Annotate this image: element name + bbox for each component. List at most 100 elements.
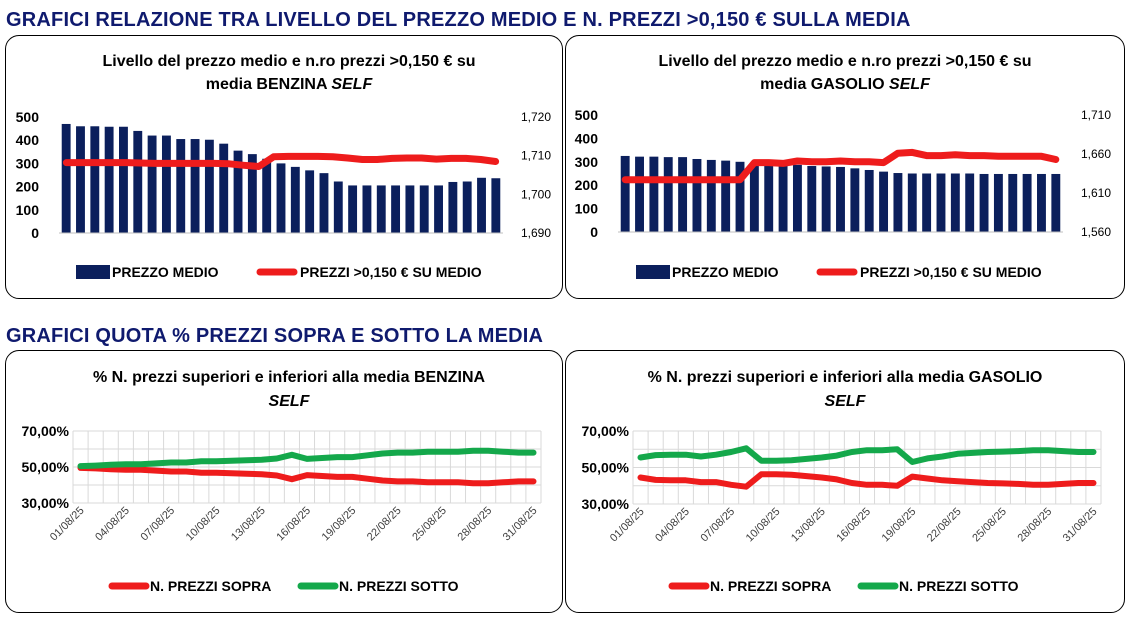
bar-prezzo-medio — [979, 173, 989, 232]
chart-title-italic: SELF — [269, 393, 311, 410]
bar-prezzo-medio — [965, 173, 975, 232]
y-axis-tick-label: 70,00% — [22, 423, 70, 439]
y-axis-tick-label: 50,00% — [582, 460, 630, 476]
left-axis-tick-label: 400 — [575, 130, 599, 146]
chart-title-italic: SELF — [331, 76, 373, 93]
chart-title-italic: SELF — [825, 393, 867, 410]
right-axis-tick-label: 1,700 — [521, 187, 551, 201]
left-axis-tick-label: 200 — [575, 177, 599, 193]
legend-swatch-prezzo-medio — [636, 265, 670, 279]
bar-prezzo-medio — [104, 126, 114, 233]
x-axis-tick-label: 04/08/25 — [653, 506, 692, 545]
bar-prezzo-medio — [893, 173, 903, 232]
bar-prezzo-medio — [663, 157, 673, 232]
bar-prezzo-medio — [362, 185, 372, 233]
x-axis-tick-label: 07/08/25 — [698, 506, 737, 545]
bar-prezzo-medio — [1008, 173, 1018, 232]
left-axis-tick-label: 300 — [575, 154, 599, 170]
right-axis-tick-label: 1,720 — [521, 110, 551, 124]
right-axis-tick-label: 1,560 — [1081, 225, 1111, 239]
bar-prezzo-medio — [348, 185, 358, 233]
right-axis-tick-label: 1,710 — [521, 149, 551, 163]
bar-prezzo-medio — [190, 139, 200, 233]
left-axis-tick-label: 200 — [16, 179, 40, 195]
left-axis-tick-label: 100 — [575, 201, 599, 217]
chart-title-line2: media BENZINA SELF — [206, 76, 374, 93]
left-axis-tick-label: 0 — [31, 225, 39, 241]
x-axis-tick-label: 19/08/25 — [320, 505, 359, 544]
bar-prezzo-medio — [706, 159, 716, 232]
bar-prezzo-medio — [391, 185, 401, 233]
x-axis-tick-label: 10/08/25 — [184, 505, 223, 544]
bar-prezzo-medio — [434, 185, 443, 233]
bar-prezzo-medio — [907, 173, 917, 232]
x-axis-tick-label: 31/08/25 — [1061, 506, 1100, 545]
chart-panel-benzina-quota: % N. prezzi superiori e inferiori alla m… — [5, 350, 563, 613]
x-axis-tick-label: 28/08/25 — [1016, 506, 1055, 545]
y-axis-tick-label: 50,00% — [22, 459, 70, 475]
x-axis-tick-label: 22/08/25 — [925, 506, 964, 545]
legend-swatch-prezzo-medio — [76, 265, 110, 279]
left-axis-tick-label: 400 — [16, 132, 40, 148]
bar-prezzo-medio — [491, 178, 501, 233]
right-axis-tick-label: 1,690 — [521, 226, 551, 240]
x-axis-tick-label: 07/08/25 — [138, 505, 177, 544]
chart-benzina-quota: % N. prezzi superiori e inferiori alla m… — [22, 369, 542, 594]
bar-prezzo-medio — [620, 155, 630, 232]
bar-prezzo-medio — [176, 139, 186, 233]
bar-prezzo-medio — [1051, 173, 1061, 232]
legend-label-sotto: N. PREZZI SOTTO — [339, 578, 459, 594]
chart-title-italic: SELF — [889, 76, 931, 93]
line-prezzi-sotto — [637, 445, 1097, 465]
y-axis-tick-label: 30,00% — [582, 496, 630, 512]
legend-label-prezzi-sopra: PREZZI >0,150 € SU MEDIO — [860, 264, 1042, 280]
chart-title-line1: Livello del prezzo medio e n.ro prezzi >… — [102, 53, 475, 70]
chart-panel-benzina-prezzo: Livello del prezzo medio e n.ro prezzi >… — [5, 35, 563, 299]
chart-title-text: media BENZINA — [206, 76, 332, 93]
chart-panel-gasolio-prezzo: Livello del prezzo medio e n.ro prezzi >… — [565, 35, 1125, 299]
y-axis-tick-label: 30,00% — [22, 495, 70, 511]
bar-prezzo-medio — [778, 164, 788, 232]
bar-prezzo-medio — [233, 150, 243, 233]
bar-prezzo-medio — [1037, 173, 1046, 232]
bar-prezzo-medio — [649, 156, 659, 232]
chart-title-line1: % N. prezzi superiori e inferiori alla m… — [648, 369, 1043, 386]
bar-prezzo-medio — [821, 166, 831, 232]
chart-title-text: media GASOLIO — [760, 76, 889, 93]
bar-prezzo-medio — [133, 130, 143, 233]
bar-prezzo-medio — [419, 185, 429, 233]
x-axis-tick-label: 22/08/25 — [365, 505, 404, 544]
section-title-relazione: GRAFICI RELAZIONE TRA LIVELLO DEL PREZZO… — [6, 9, 911, 31]
x-axis-tick-label: 25/08/25 — [410, 505, 449, 544]
x-axis-tick-label: 31/08/25 — [501, 505, 540, 544]
legend-label-prezzi-sopra: PREZZI >0,150 € SU MEDIO — [300, 264, 482, 280]
bar-prezzo-medio — [219, 143, 229, 233]
chart-title-line1: Livello del prezzo medio e n.ro prezzi >… — [658, 53, 1031, 70]
legend-label-prezzo-medio: PREZZO MEDIO — [672, 264, 779, 280]
bar-prezzo-medio — [635, 156, 644, 232]
chart-gasolio-quota: % N. prezzi superiori e inferiori alla m… — [582, 369, 1102, 594]
bar-prezzo-medio — [1022, 173, 1032, 232]
bar-prezzo-medio — [119, 126, 128, 233]
section-title-quota: GRAFICI QUOTA % PREZZI SOPRA E SOTTO LA … — [6, 325, 544, 347]
legend-label-prezzo-medio: PREZZO MEDIO — [112, 264, 219, 280]
x-axis-tick-label: 04/08/25 — [93, 505, 132, 544]
bar-prezzo-medio — [247, 154, 257, 233]
x-axis-tick-label: 13/08/25 — [229, 505, 268, 544]
line-prezzi-sopra-media — [62, 152, 500, 170]
bar-prezzo-medio — [993, 173, 1003, 232]
bar-prezzo-medio — [319, 173, 329, 233]
bar-prezzo-medio — [462, 181, 472, 233]
bar-prezzo-medio — [936, 173, 946, 232]
bar-prezzo-medio — [678, 157, 688, 232]
x-axis-tick-label: 19/08/25 — [880, 506, 919, 545]
left-axis-tick-label: 500 — [575, 107, 599, 123]
bar-prezzo-medio — [749, 162, 759, 232]
right-axis-tick-label: 1,660 — [1081, 147, 1111, 161]
left-axis-tick-label: 500 — [16, 109, 40, 125]
bar-prezzo-medio — [448, 181, 458, 233]
x-axis-tick-label: 10/08/25 — [744, 506, 783, 545]
bar-prezzo-medio — [76, 126, 85, 233]
left-axis-tick-label: 100 — [16, 202, 40, 218]
bar-prezzo-medio — [879, 171, 889, 232]
